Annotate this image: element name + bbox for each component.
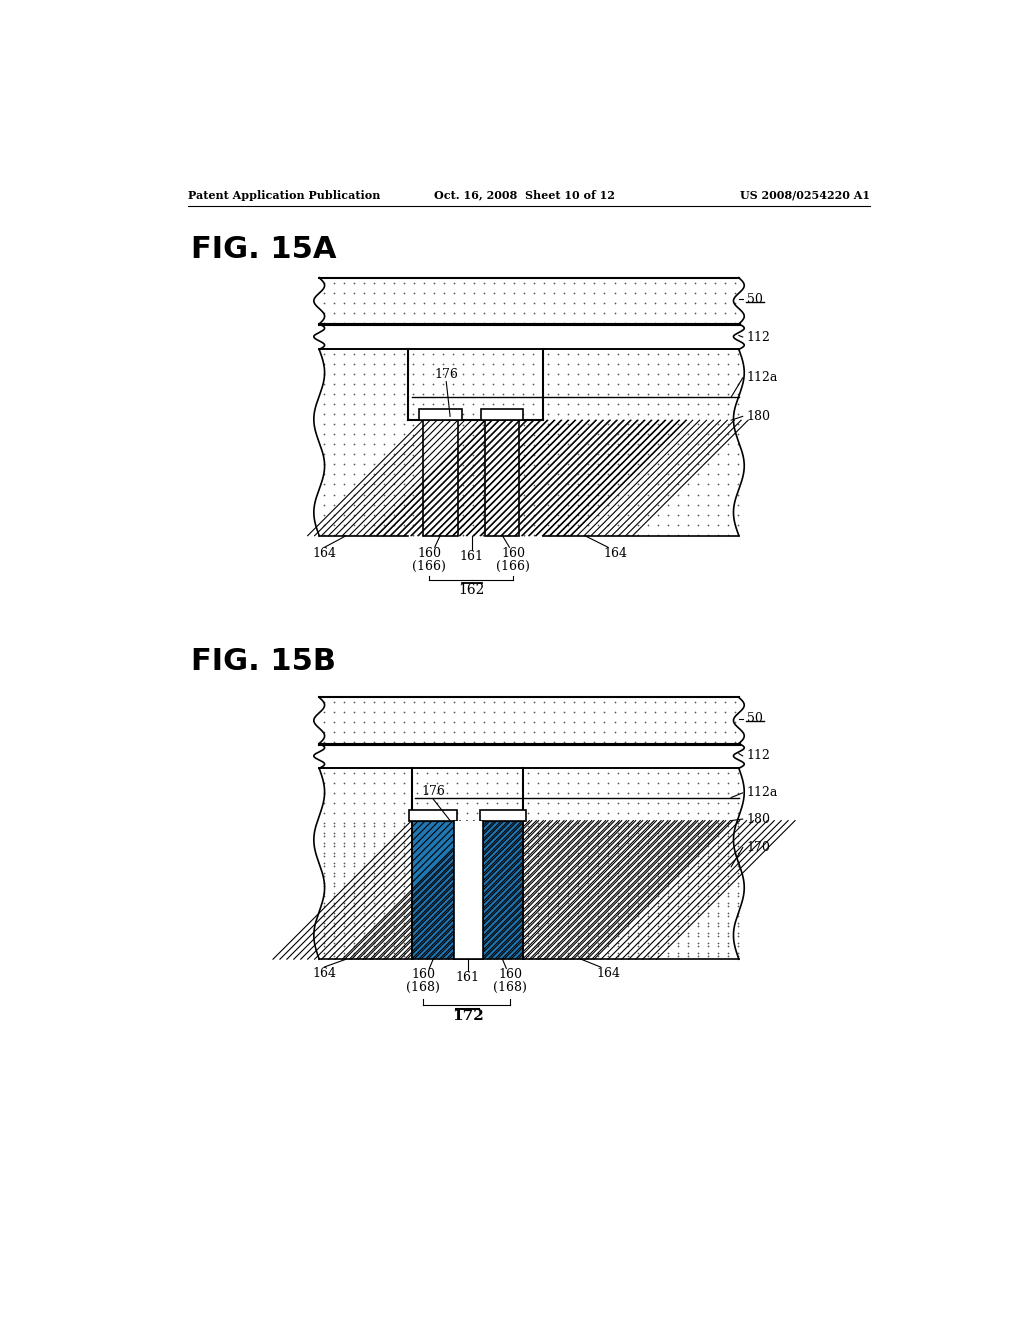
- Text: (166): (166): [497, 560, 530, 573]
- Bar: [419, 409, 462, 420]
- Text: 180: 180: [746, 409, 770, 422]
- Text: 112: 112: [746, 330, 770, 343]
- Text: 112: 112: [746, 750, 770, 763]
- Text: 162: 162: [459, 583, 484, 598]
- Bar: [408, 420, 543, 536]
- Text: 160: 160: [502, 548, 525, 560]
- Bar: [423, 420, 458, 536]
- Text: 164: 164: [312, 966, 337, 979]
- Bar: [483, 821, 523, 960]
- Text: 161: 161: [460, 549, 483, 562]
- Text: 176: 176: [422, 785, 445, 797]
- Bar: [484, 420, 519, 536]
- Bar: [409, 810, 457, 821]
- Bar: [484, 420, 519, 536]
- Bar: [454, 821, 483, 960]
- Text: 172: 172: [452, 1010, 483, 1023]
- Bar: [319, 323, 739, 350]
- Text: 170: 170: [746, 841, 770, 854]
- Text: FIG. 15B: FIG. 15B: [190, 647, 336, 676]
- Text: 160: 160: [418, 548, 441, 560]
- Text: (168): (168): [494, 981, 527, 994]
- Text: 160: 160: [412, 969, 435, 982]
- Text: (168): (168): [407, 981, 440, 994]
- Text: 50: 50: [746, 713, 763, 726]
- Text: US 2008/0254220 A1: US 2008/0254220 A1: [739, 190, 869, 201]
- Text: 112a: 112a: [746, 787, 778, 800]
- Text: Patent Application Publication: Patent Application Publication: [188, 190, 381, 201]
- Text: (166): (166): [413, 560, 446, 573]
- Text: 164: 164: [312, 548, 337, 560]
- Bar: [454, 821, 483, 960]
- Text: 112a: 112a: [746, 371, 778, 384]
- Bar: [480, 810, 526, 821]
- Text: Oct. 16, 2008  Sheet 10 of 12: Oct. 16, 2008 Sheet 10 of 12: [434, 190, 615, 201]
- Bar: [412, 821, 454, 960]
- Text: 164: 164: [604, 548, 628, 560]
- Bar: [412, 821, 454, 960]
- Bar: [481, 409, 523, 420]
- Text: 164: 164: [596, 966, 620, 979]
- Text: 180: 180: [746, 813, 770, 825]
- Text: 160: 160: [498, 969, 522, 982]
- Bar: [483, 821, 523, 960]
- Text: 50: 50: [746, 293, 763, 306]
- Text: FIG. 15A: FIG. 15A: [190, 235, 336, 264]
- Bar: [423, 420, 458, 536]
- Text: 176: 176: [435, 367, 459, 380]
- Bar: [319, 743, 739, 768]
- Text: 161: 161: [456, 970, 480, 983]
